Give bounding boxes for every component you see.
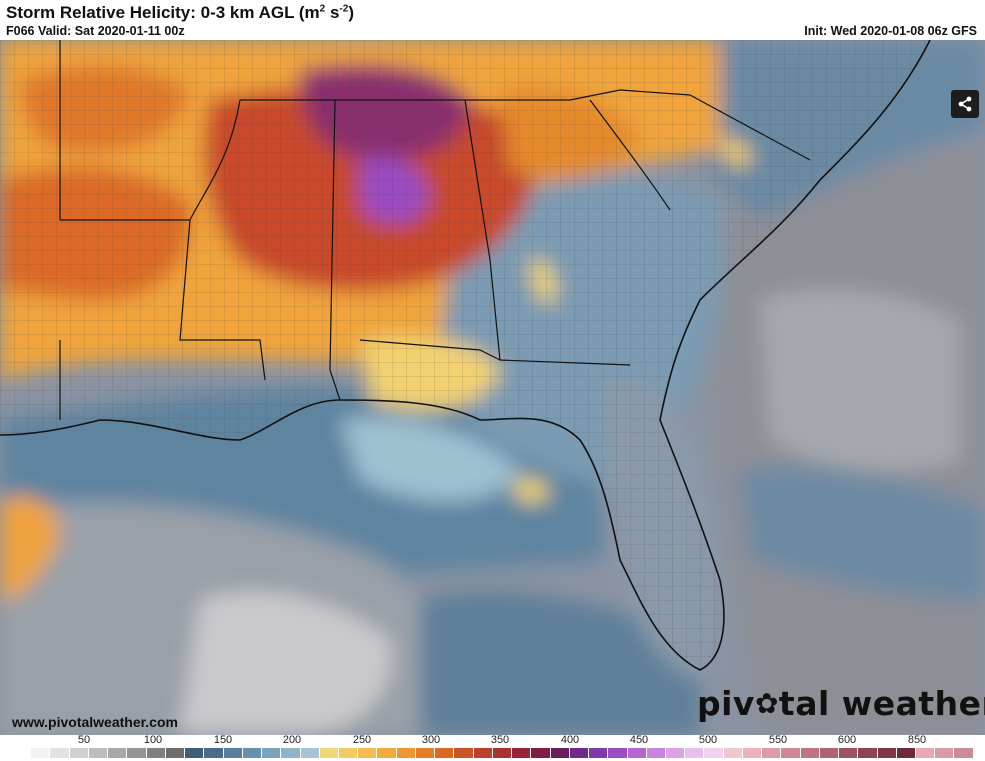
colorbar-swatch	[377, 748, 397, 758]
colorbar-swatch	[262, 748, 282, 758]
colorbar-swatch	[916, 748, 936, 758]
colorbar-swatch	[608, 748, 628, 758]
colorbar-tick-label: 350	[490, 734, 510, 746]
state-borders	[59, 40, 811, 420]
colorbar-tick-label: 850	[907, 734, 927, 746]
colorbar-tick-label: 150	[213, 734, 233, 746]
colorbar-tick-label: 50	[77, 734, 91, 746]
valid-time: F066 Valid: Sat 2020-01-11 00z	[6, 24, 185, 38]
colorbar-swatch	[800, 748, 820, 758]
colorbar-tick-label: 600	[837, 734, 857, 746]
colorbar-swatch	[627, 748, 647, 758]
colorbar-swatch	[646, 748, 666, 758]
map-title: Storm Relative Helicity: 0-3 km AGL (m2 …	[6, 3, 354, 22]
colorbar-swatch	[742, 748, 763, 758]
colorbar-swatches	[12, 748, 974, 758]
weather-map[interactable]	[0, 40, 985, 735]
colorbar-swatch	[819, 748, 840, 758]
colorbar-swatch	[550, 748, 570, 758]
colorbar-swatch	[569, 748, 590, 758]
colorbar-swatch	[319, 748, 339, 758]
colorbar-swatch	[454, 748, 474, 758]
colorbar-swatch	[723, 748, 743, 758]
colorbar-tick-labels: 50 100 150 200 250 300 350 400 450 500 550 600 850	[12, 734, 974, 747]
helicity-field-map	[0, 40, 985, 735]
colorbar-swatch	[281, 748, 301, 758]
colorbar-swatch	[685, 748, 705, 758]
colorbar-swatch	[858, 748, 878, 758]
share-icon	[958, 96, 972, 112]
colorbar-swatch	[396, 748, 416, 758]
colorbar-swatch	[165, 748, 186, 758]
colorbar-tick-label: 450	[629, 734, 649, 746]
init-time: Init: Wed 2020-01-08 06z GFS	[804, 24, 977, 38]
colorbar-swatch	[127, 748, 147, 758]
colorbar-swatch	[839, 748, 859, 758]
coastline	[0, 40, 931, 671]
share-button[interactable]	[951, 90, 979, 118]
colorbar-swatch	[300, 748, 320, 758]
colorbar-swatch	[762, 748, 782, 758]
map-header: Storm Relative Helicity: 0-3 km AGL (m2 …	[0, 0, 985, 40]
county-boundaries	[0, 40, 930, 670]
colorbar-swatch	[146, 748, 166, 758]
colorbar-swatch	[415, 748, 436, 758]
colorbar-swatch	[704, 748, 724, 758]
colorbar-swatch	[31, 748, 51, 758]
colorbar-tick-label: 550	[768, 734, 788, 746]
colorbar-tick-label: 250	[352, 734, 372, 746]
colorbar-swatch	[435, 748, 455, 758]
colorbar-swatch	[473, 748, 493, 758]
colorbar-swatch	[12, 748, 32, 758]
colorbar-swatch	[665, 748, 686, 758]
colorbar-swatch	[358, 748, 378, 758]
colorbar-swatch	[204, 748, 224, 758]
colorbar-swatch	[88, 748, 109, 758]
colorbar-swatch	[531, 748, 551, 758]
pivotal-weather-logo: piv✿tal weather	[697, 684, 985, 723]
colorbar-swatch	[512, 748, 532, 758]
colorbar-swatch	[69, 748, 89, 758]
colorbar-swatch	[492, 748, 513, 758]
colorbar-swatch	[108, 748, 128, 758]
colorbar-swatch	[954, 748, 974, 758]
colorbar-swatch	[185, 748, 205, 758]
colorbar-tick-label: 500	[698, 734, 718, 746]
colorbar-swatch	[781, 748, 801, 758]
colorbar-tick-label: 200	[282, 734, 302, 746]
gear-icon: ✿	[754, 687, 779, 720]
colorbar-tick-label: 400	[560, 734, 580, 746]
colorbar-swatch	[242, 748, 263, 758]
colorbar-swatch	[338, 748, 359, 758]
colorbar-swatch	[896, 748, 917, 758]
colorbar-swatch	[223, 748, 243, 758]
colorbar-tick-label: 100	[143, 734, 163, 746]
site-url[interactable]: www.pivotalweather.com	[12, 714, 178, 730]
colorbar-swatch	[50, 748, 70, 758]
colorbar-swatch	[589, 748, 609, 758]
colorbar-tick-label: 300	[421, 734, 441, 746]
colorbar-swatch	[877, 748, 897, 758]
colorbar-swatch	[935, 748, 955, 758]
